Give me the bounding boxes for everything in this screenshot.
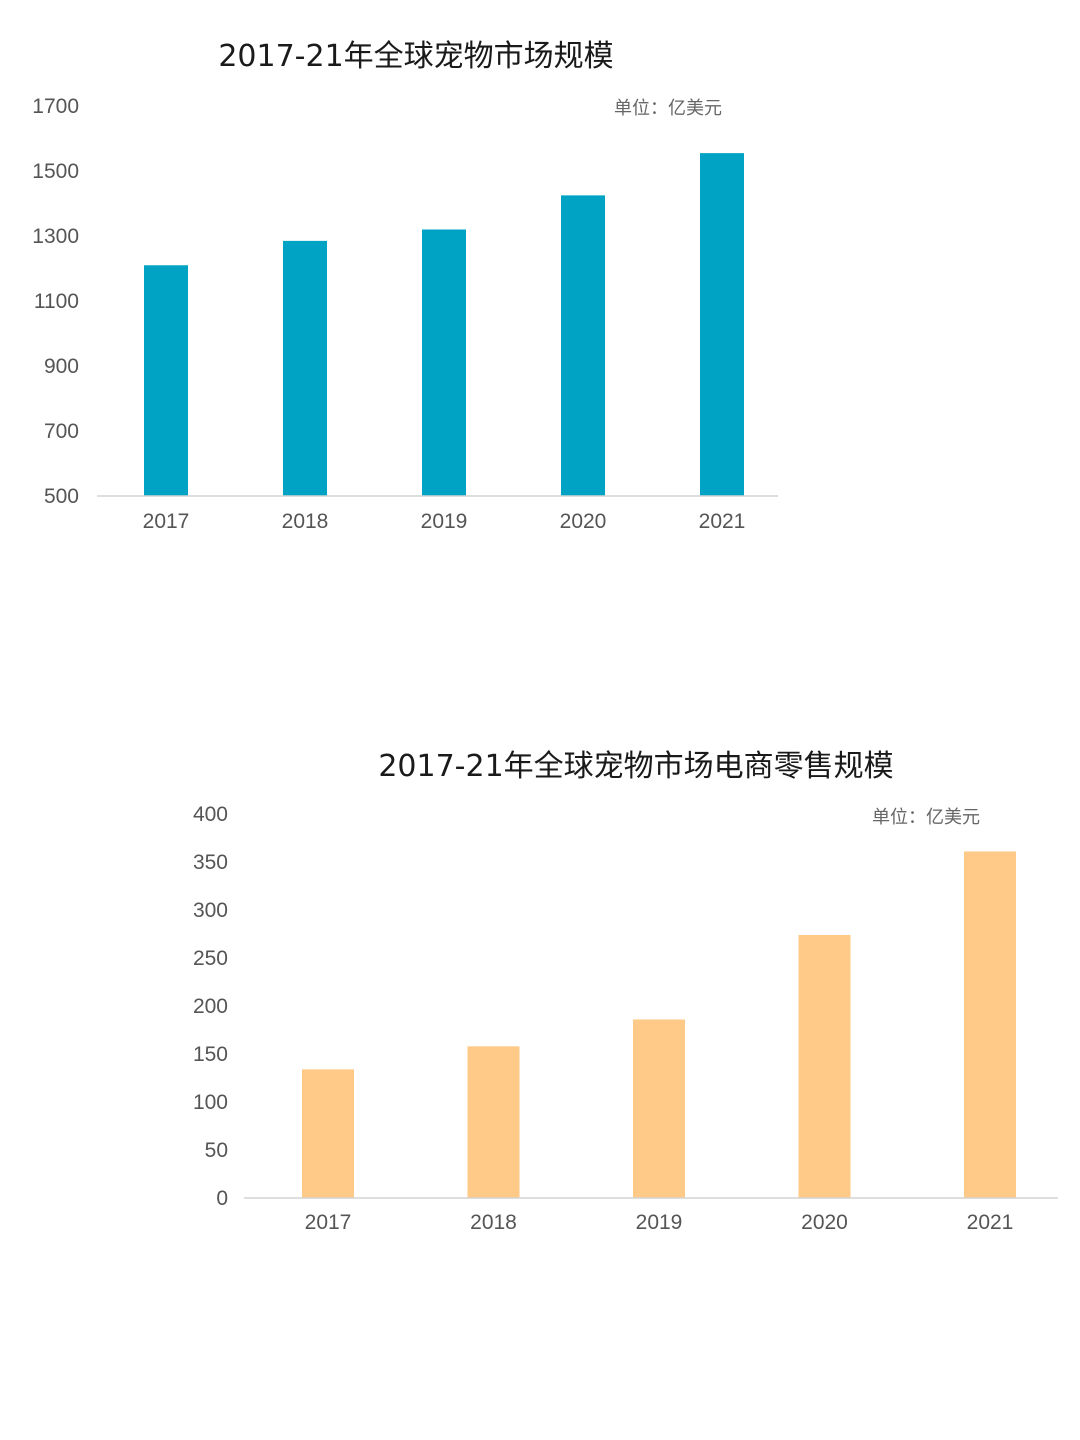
y-tick-label: 100 — [193, 1091, 228, 1114]
bar-group — [144, 153, 744, 496]
y-tick-label: 50 — [205, 1139, 228, 1162]
x-tick-label: 2019 — [636, 1211, 683, 1234]
x-tick-labels: 2017 2018 2019 2020 2021 — [143, 510, 746, 533]
bar-2018 — [467, 1046, 520, 1198]
bar-2019 — [633, 1019, 685, 1198]
unit-note: 单位：亿美元 — [872, 807, 980, 828]
bar-2020 — [561, 195, 605, 496]
bar-2021 — [700, 153, 744, 496]
bar-2020 — [798, 934, 851, 1198]
y-tick-label: 900 — [44, 355, 79, 378]
x-tick-label: 2017 — [305, 1211, 352, 1234]
y-tick-label: 1100 — [34, 290, 79, 313]
y-tick-label: 0 — [216, 1187, 228, 1210]
y-tick-label: 1700 — [32, 95, 79, 118]
bar-2017 — [302, 1069, 354, 1198]
y-tick-labels: 0 50 100 150 200 250 300 350 400 — [193, 803, 228, 1210]
x-tick-label: 2019 — [421, 510, 468, 533]
bar-group — [302, 851, 1016, 1198]
x-tick-label: 2020 — [801, 1211, 848, 1234]
x-tick-label: 2017 — [143, 510, 190, 533]
x-tick-label: 2021 — [967, 1211, 1014, 1234]
bar-2019 — [422, 229, 466, 496]
bar-2018 — [283, 240, 327, 496]
bar-2021 — [964, 851, 1016, 1198]
chart-global-pet-market: 2017-21年全球宠物市场规模 单位：亿美元 500 700 900 1100 130… — [32, 39, 778, 533]
x-tick-label: 2018 — [282, 510, 329, 533]
x-tick-label: 2018 — [470, 1211, 517, 1234]
chart-title: 2017-21年全球宠物市场电商零售规模 — [378, 749, 893, 784]
y-tick-label: 700 — [44, 420, 79, 443]
y-tick-label: 350 — [193, 851, 228, 874]
y-tick-label: 1300 — [32, 225, 79, 248]
y-tick-label: 500 — [44, 485, 79, 508]
x-tick-label: 2021 — [699, 510, 746, 533]
chart-pet-ecommerce: 2017-21年全球宠物市场电商零售规模 单位：亿美元 0 50 100 150 200… — [193, 749, 1058, 1234]
unit-note: 单位：亿美元 — [614, 98, 722, 119]
x-tick-label: 2020 — [560, 510, 607, 533]
y-tick-label: 400 — [193, 803, 228, 826]
y-tick-label: 300 — [193, 899, 228, 922]
chart-title: 2017-21年全球宠物市场规模 — [218, 39, 613, 74]
x-tick-labels: 2017 2018 2019 2020 2021 — [305, 1211, 1014, 1234]
y-tick-label: 1500 — [32, 160, 79, 183]
y-tick-label: 150 — [193, 1043, 228, 1066]
y-tick-label: 250 — [193, 947, 228, 970]
y-tick-label: 200 — [193, 995, 228, 1018]
y-tick-labels: 500 700 900 1100 1300 1500 1700 — [32, 95, 79, 508]
bar-2017 — [144, 265, 188, 496]
